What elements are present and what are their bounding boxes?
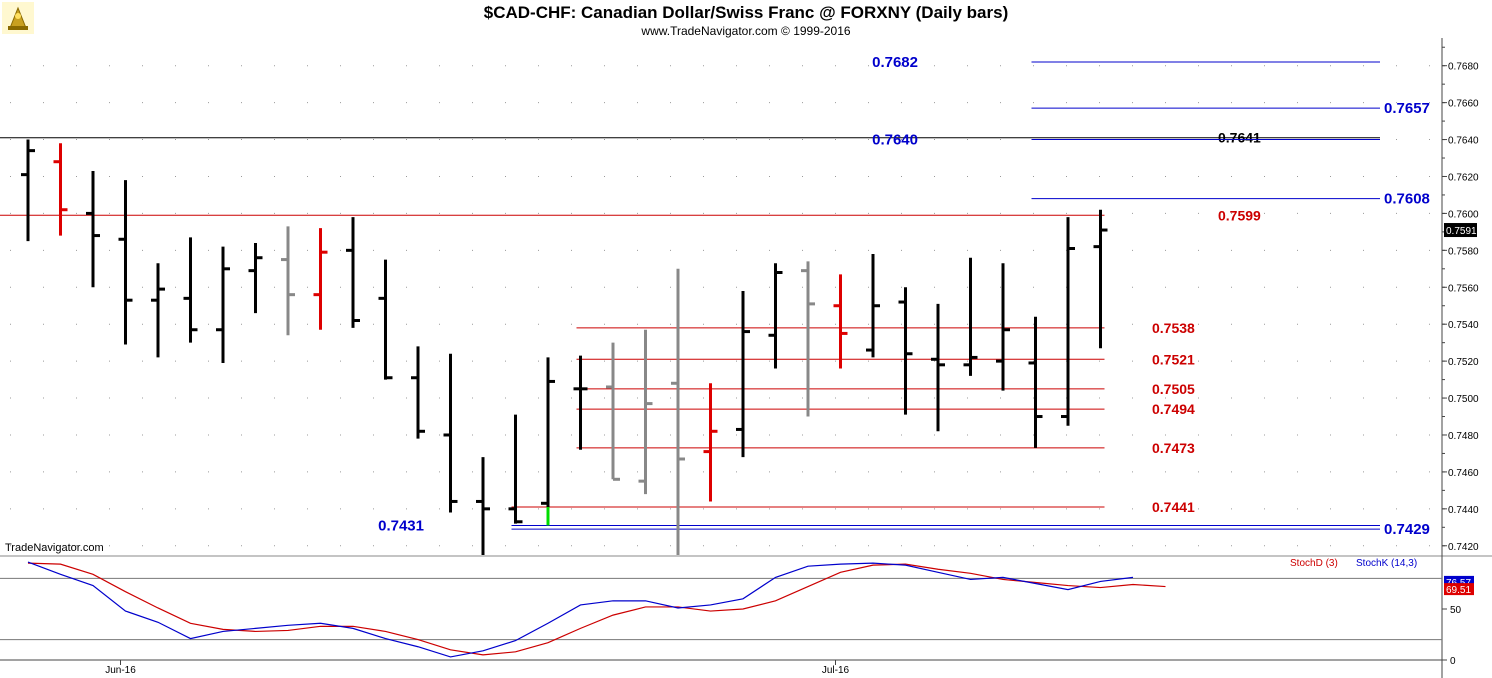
y-tick-label: 0.7420 [1448, 542, 1479, 553]
ohlc-bar [1061, 217, 1075, 426]
y-tick-label: 0.7580 [1448, 246, 1479, 257]
ohlc-bar [443, 353, 458, 513]
ohlc-bar [833, 274, 848, 369]
tradenavigator-logo-icon [2, 2, 34, 34]
level-label: 0.7429 [1384, 521, 1430, 538]
ohlc-bar [151, 263, 165, 358]
ohlc-bar [898, 287, 913, 415]
chart-header: $CAD-CHF: Canadian Dollar/Swiss Franc @ … [0, 0, 1492, 38]
ohlc-bar [313, 228, 328, 330]
ohlc-bar [346, 217, 360, 328]
stochd-value-box [1444, 583, 1474, 596]
ohlc-bar [768, 263, 783, 369]
y-tick-label: 0.7500 [1448, 394, 1479, 405]
stoch-y-tick-label: 0 [1450, 656, 1456, 667]
ohlc-bar [378, 259, 393, 380]
ohlc-bar [53, 143, 68, 236]
level-label: 0.7505 [1152, 381, 1195, 397]
ohlc-bar [216, 246, 230, 363]
ohlc-bar [248, 242, 263, 314]
ohlc-bar [86, 170, 100, 288]
ohlc-bar [21, 139, 35, 242]
legend-stochk: StochK (14,3) [1356, 558, 1417, 569]
last-price-box [1444, 223, 1477, 238]
ohlc-bar [183, 237, 198, 343]
y-tick-label: 0.7480 [1448, 431, 1479, 442]
ohlc-bar [736, 290, 750, 458]
level-label: 0.7494 [1152, 401, 1195, 417]
x-tick-label: Jul-16 [822, 665, 850, 676]
ohlc-bar [606, 342, 620, 481]
price-panel: 0.7420 0.7440 0.7460 0.7480 0.7500 0.7520 0.75… [0, 38, 1492, 678]
x-tick-label: Jun-16 [105, 665, 136, 676]
level-label: 0.7441 [1152, 499, 1195, 515]
level-label: 0.7657 [1384, 100, 1430, 117]
ohlc-bar [508, 414, 523, 524]
ohlc-bar [1028, 316, 1043, 448]
level-label: 0.7641 [1218, 130, 1261, 146]
ohlc-bar [411, 346, 425, 439]
y-tick-label: 0.7460 [1448, 468, 1479, 479]
level-label: 0.7521 [1152, 351, 1195, 367]
price-plot-area [0, 38, 1442, 555]
stoch-series-line [27, 562, 1166, 656]
y-tick-label: 0.7680 [1448, 62, 1479, 73]
ohlc-bar [573, 355, 588, 450]
level-label: 0.7473 [1152, 440, 1195, 456]
level-label: 0.7599 [1218, 207, 1261, 223]
y-tick-label: 0.7540 [1448, 320, 1479, 331]
ohlc-bar [931, 303, 945, 432]
ohlc-bar [996, 263, 1010, 391]
y-tick-label: 0.7440 [1448, 505, 1479, 516]
level-label: 0.7608 [1384, 191, 1430, 208]
legend-stochd: StochD (3) [1290, 558, 1338, 569]
y-tick-label: 0.7660 [1448, 99, 1479, 110]
level-label: 0.7538 [1152, 320, 1195, 336]
y-tick-label: 0.7520 [1448, 357, 1479, 368]
ohlc-bar [963, 257, 978, 376]
level-label: 0.7682 [872, 54, 918, 71]
ohlc-bar [541, 357, 555, 526]
level-label: 0.7431 [378, 517, 424, 534]
ohlc-bar [801, 261, 815, 417]
ohlc-bar [281, 226, 295, 336]
ohlc-bar [671, 268, 685, 555]
ohlc-bar [118, 180, 133, 345]
ohlc-bar [1093, 209, 1108, 349]
ohlc-bar [638, 329, 653, 495]
stochd-value-label: 69.51 [1446, 585, 1471, 596]
stoch-series-line [27, 561, 1134, 658]
copyright-text: www.TradeNavigator.com © 1999-2016 [641, 24, 851, 38]
y-tick-label: 0.7560 [1448, 283, 1479, 294]
stoch-y-tick-label: 50 [1450, 605, 1462, 616]
watermark-text: TradeNavigator.com [5, 542, 104, 554]
y-tick-label: 0.7600 [1448, 209, 1479, 220]
ohlc-bar [703, 383, 718, 502]
ohlc-bar [866, 254, 880, 358]
last-price-label: 0.7591 [1446, 226, 1477, 237]
y-tick-label: 0.7620 [1448, 172, 1479, 183]
level-label: 0.7640 [872, 132, 918, 149]
chart-title: $CAD-CHF: Canadian Dollar/Swiss Franc @ … [483, 3, 1009, 22]
ohlc-bar [476, 457, 490, 555]
y-tick-label: 0.7640 [1448, 136, 1479, 147]
